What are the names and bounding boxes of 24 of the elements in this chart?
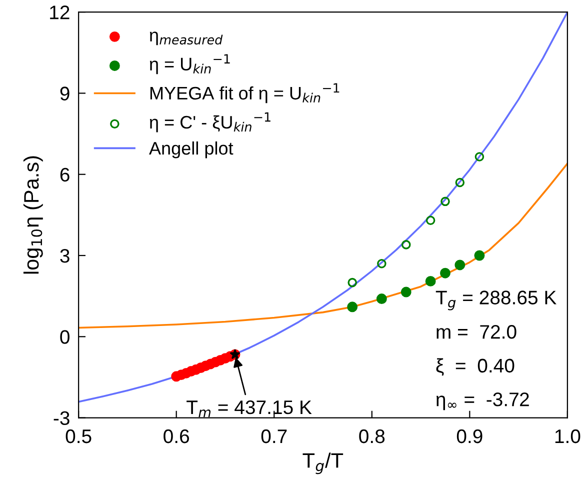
x-tick-label: 1.0: [555, 429, 580, 444]
annotation: ξ = 0.40: [436, 358, 514, 376]
x-tick-label: 0.8: [359, 429, 385, 444]
y-tick-label: 9: [60, 86, 70, 100]
x-axis-title: T$_{g}$/T: [302, 452, 344, 474]
y-tick-label: 0: [60, 330, 70, 344]
x-tick-label: 0.5: [66, 429, 92, 444]
legend-label: MYEGA fit of η = U$_{kin}$$^{−1}$: [150, 83, 340, 104]
annotation: η$_{∞}$ = -3.72: [436, 392, 529, 410]
annotation: T$_{g}$ = 288.65 K: [436, 290, 556, 310]
y-tick-label: 3: [60, 248, 70, 263]
legend-label: η = U$_{kin}$$^{−1}$: [150, 54, 230, 74]
y-tick-label: 6: [60, 168, 70, 182]
x-tick-label: 0.7: [261, 429, 287, 444]
annotation: T$_{m}$ = 437.15 K: [186, 400, 312, 418]
x-tick-label: 0.9: [456, 429, 482, 444]
y-tick-label: 12: [50, 6, 70, 20]
x-tick-label: 0.6: [164, 429, 190, 444]
annotation: m = 72.0: [436, 324, 516, 339]
y-axis-title: log$_{10}$η (Pa.s): [23, 156, 43, 274]
legend-label: η$_{measured}$: [150, 32, 223, 46]
legend-label: Angell plot: [149, 141, 234, 158]
y-tick-label: -3: [54, 411, 70, 426]
legend-label: η = C' - ξU$_{kin}$$^{−1}$: [150, 112, 270, 132]
